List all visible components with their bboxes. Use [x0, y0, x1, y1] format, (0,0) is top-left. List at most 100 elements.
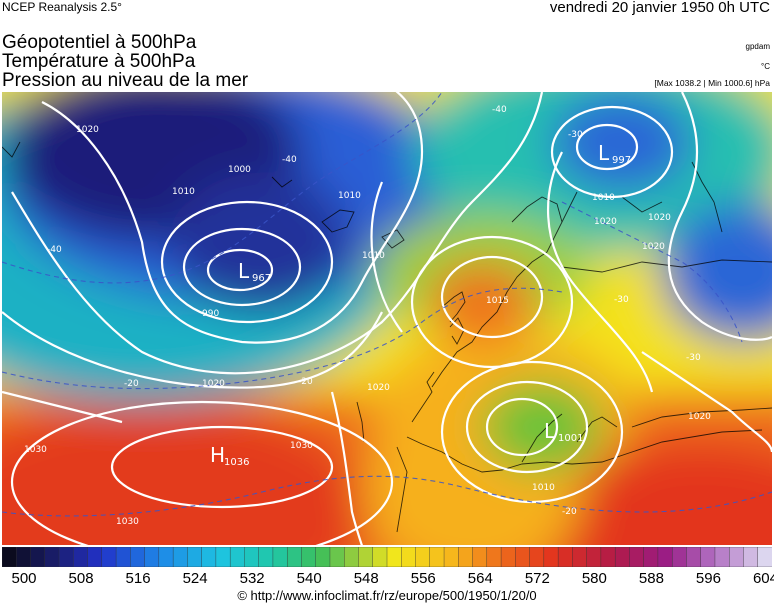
coastlines [2, 141, 772, 533]
color-scale-bin [358, 547, 374, 567]
color-scale-bin [286, 547, 302, 567]
temperature-label: -30 [686, 353, 701, 363]
isobar-label: 1010 [338, 191, 361, 201]
isobars [2, 92, 772, 545]
color-scale-bin [629, 547, 645, 567]
color-scale-bin [73, 547, 89, 567]
color-scale-bin [572, 547, 588, 567]
color-scale-bin [415, 547, 431, 567]
isobar-label: 1010 [592, 193, 615, 203]
unit-geopotential: gpdam [745, 42, 770, 51]
isobar-label: 1020 [688, 412, 711, 422]
color-scale-bin [315, 547, 331, 567]
temperature-label: -20 [298, 377, 313, 387]
color-scale-bin [643, 547, 659, 567]
color-scale-bin [158, 547, 174, 567]
date-label: vendredi 20 janvier 1950 0h UTC [549, 0, 770, 16]
color-scale-bin [372, 547, 388, 567]
title-pressure: Pression au niveau de la mer [2, 70, 249, 91]
color-scale-bin [87, 547, 103, 567]
isobar-label: 1020 [642, 242, 665, 252]
geopotential-field [2, 92, 772, 545]
color-scale-bin [2, 547, 17, 567]
pressure-center-letter: L [598, 141, 610, 165]
color-scale-bin [714, 547, 730, 567]
color-scale-bin [215, 547, 231, 567]
isobar-label: 1000 [228, 165, 251, 175]
color-scale-bin [229, 547, 245, 567]
color-scale-bin [16, 547, 32, 567]
color-scale-bin [401, 547, 417, 567]
color-scale-tick: 572 [524, 570, 550, 587]
temperature-label: -30 [568, 130, 583, 140]
color-scale-bin [187, 547, 203, 567]
color-scale-bin [614, 547, 630, 567]
title-temperature: Température à 500hPa [2, 51, 196, 72]
color-scale-bin [586, 547, 602, 567]
color-scale-bin [443, 547, 459, 567]
color-scale-tick: 532 [239, 570, 265, 587]
title-geopotential: Géopotentiel à 500hPa [2, 32, 197, 53]
source-credit: © http://www.infoclimat.fr/rz/europe/500… [237, 588, 537, 603]
unit-temperature: °C [761, 62, 770, 71]
color-scale-bin [201, 547, 217, 567]
isobar-label: 1020 [367, 383, 390, 393]
pressure-center-value: 967 [252, 273, 271, 284]
isobar-label: 990 [202, 309, 219, 319]
temperature-label: -40 [282, 155, 297, 165]
color-scale-tick: 596 [695, 570, 721, 587]
color-scale-bin [686, 547, 702, 567]
color-scale-bin [244, 547, 260, 567]
temperature-isotherms [2, 92, 772, 517]
color-scale-tick: 508 [68, 570, 94, 587]
color-scale-bin [657, 547, 673, 567]
pressure-center-value: 997 [612, 155, 631, 166]
color-scale-bin [301, 547, 317, 567]
color-scale-bin [130, 547, 146, 567]
pressure-center-letter: L [238, 259, 250, 283]
color-scale-bin [144, 547, 160, 567]
color-scale-tick: 500 [11, 570, 37, 587]
color-scale-bin [458, 547, 474, 567]
color-scale-bin [429, 547, 445, 567]
color-scale-bar [2, 547, 772, 567]
color-scale-bin [101, 547, 117, 567]
color-scale-bin [543, 547, 559, 567]
color-scale-tick: 604 [752, 570, 774, 587]
color-scale-bin [600, 547, 616, 567]
temperature-label: -40 [492, 105, 507, 115]
isobar-label: 1010 [532, 483, 555, 493]
isobar-label: 1030 [290, 441, 313, 451]
color-scale-tick: 588 [638, 570, 664, 587]
color-scale-tick: 548 [353, 570, 379, 587]
color-scale-bin [515, 547, 531, 567]
color-scale-bin [44, 547, 60, 567]
color-scale-bin [671, 547, 687, 567]
isobar-label: 1020 [202, 379, 225, 389]
color-scale-tick: 556 [410, 570, 436, 587]
isobar-label: 1020 [648, 213, 671, 223]
color-scale-ticks: 500 508 516 524 532 540 548 556 564 572 580 588 596 6… [0, 570, 774, 590]
temperature-label: -30 [614, 295, 629, 305]
isobar-label: 1030 [116, 517, 139, 527]
color-scale-bin [486, 547, 502, 567]
color-scale-bin [557, 547, 573, 567]
color-scale-tick: 516 [125, 570, 151, 587]
isobar-label: 1020 [594, 217, 617, 227]
color-scale-bin [386, 547, 402, 567]
color-scale-tick: 580 [581, 570, 607, 587]
color-scale-bin [472, 547, 488, 567]
source-label: NCEP Reanalysis 2.5° [2, 0, 122, 14]
color-scale-bin [757, 547, 772, 567]
color-scale-bin [58, 547, 74, 567]
isobar-label: 1010 [172, 187, 195, 197]
pressure-center-letter: H [210, 443, 225, 467]
color-scale-bin [529, 547, 545, 567]
color-scale-bin [329, 547, 345, 567]
isobar-label: 1030 [24, 445, 47, 455]
isobar-label: 1020 [76, 125, 99, 135]
color-scale-bin [30, 547, 46, 567]
pressure-center-letter: L [544, 419, 556, 443]
color-scale-bin [500, 547, 516, 567]
